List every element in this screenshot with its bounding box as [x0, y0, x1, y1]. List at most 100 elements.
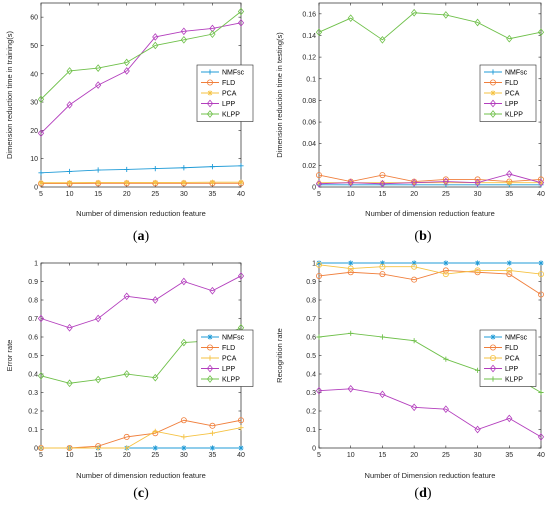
chart-panel-3: 5 10 15 20 25 30 35 40 0 0.1 0.2 0.3 0.4 0.5 0.6 0.7 0.8… — [5, 261, 254, 501]
x-tick-label: 20 — [410, 191, 418, 198]
data-point — [442, 267, 449, 274]
data-point — [38, 170, 44, 176]
data-point — [181, 434, 187, 440]
data-point — [537, 178, 545, 187]
data-point — [66, 67, 73, 75]
legend-marker — [489, 110, 497, 118]
legend-label: LPP — [222, 101, 236, 108]
data-point — [506, 180, 512, 186]
data-point — [315, 179, 323, 188]
data-point — [538, 180, 544, 186]
data-point — [181, 179, 187, 186]
series-fld — [315, 267, 545, 298]
legend-marker — [206, 375, 214, 383]
data-point — [95, 375, 102, 384]
data-point — [379, 180, 386, 186]
data-point — [152, 373, 159, 382]
data-point — [37, 129, 45, 138]
data-point — [95, 314, 102, 323]
data-point — [152, 179, 158, 186]
data-point — [379, 172, 386, 179]
series-line — [318, 388, 542, 438]
data-point — [474, 425, 481, 434]
data-point — [442, 271, 449, 278]
x-tick-label: 35 — [209, 452, 217, 459]
data-point — [180, 417, 187, 424]
data-point — [152, 33, 159, 41]
data-point — [379, 390, 386, 399]
legend-label: LPP — [222, 366, 236, 373]
data-point — [506, 260, 512, 266]
data-point — [474, 260, 481, 266]
legend: NMFsc FLD PCA LPP KLPP — [479, 329, 537, 387]
series-line — [40, 165, 242, 174]
legend-label: NMFsc — [505, 335, 528, 342]
y-tick-label: 0 — [34, 185, 38, 192]
data-point — [95, 64, 102, 72]
x-tick-label: 10 — [347, 452, 355, 459]
x-tick-label: 10 — [347, 191, 355, 198]
chart-panel-4: 5 10 15 20 25 30 35 40 0 0.1 0.2 0.3 0.4 0.5 0.6 0.7 0.8… — [275, 260, 545, 501]
chart-panel-1: 5 10 15 20 25 30 35 40 0 10 20 30 40 50 60 Number of di… — [5, 2, 254, 244]
series-nmfsc — [38, 163, 244, 176]
series-line — [318, 269, 542, 295]
legend-marker — [206, 99, 214, 108]
y-tick-label: 0.2 — [306, 409, 316, 416]
y-tick-label: 0.12 — [302, 55, 316, 62]
y-tick-label: 0.08 — [302, 98, 316, 105]
legend-label: KLPP — [222, 377, 240, 384]
data-point — [152, 41, 159, 50]
y-tick-label: 1 — [312, 261, 316, 268]
x-tick-label: 15 — [379, 191, 387, 198]
data-point — [123, 58, 130, 67]
data-point — [238, 179, 244, 185]
data-point — [95, 179, 101, 186]
legend-marker — [207, 334, 213, 340]
legend-marker — [206, 110, 214, 118]
y-tick-label: 10 — [30, 156, 38, 163]
y-tick-label: 0.9 — [306, 279, 316, 286]
y-tick-label: 0.14 — [302, 33, 316, 40]
chart-panel-2: 5 10 15 20 25 30 35 40 0 0.02 0.04 0.06 0.08 0.1 0.12 0… — [275, 2, 545, 244]
x-tick-label: 25 — [442, 191, 450, 198]
legend-label: LPP — [505, 366, 519, 373]
data-point — [379, 35, 386, 44]
data-point — [347, 178, 354, 187]
data-point — [443, 180, 449, 186]
data-point — [348, 260, 354, 266]
panel-label: (d) — [414, 486, 431, 501]
series-klpp — [37, 7, 245, 104]
data-point — [379, 179, 386, 188]
data-point — [123, 67, 130, 75]
data-point — [124, 445, 130, 451]
data-point — [506, 170, 513, 178]
y-tick-label: 0.02 — [302, 163, 316, 170]
data-point — [37, 372, 45, 380]
data-point — [180, 277, 187, 286]
panel-label: (c) — [133, 486, 149, 501]
legend-marker — [206, 79, 213, 86]
x-tick-label: 5 — [317, 452, 321, 459]
data-point — [209, 30, 216, 38]
data-point — [180, 338, 187, 347]
y-tick-label: 60 — [30, 15, 38, 22]
legend-marker — [206, 364, 214, 373]
data-point — [95, 81, 102, 89]
x-tick-label: 35 — [505, 191, 513, 198]
x-tick-label: 30 — [474, 191, 482, 198]
data-point — [237, 272, 245, 280]
data-point — [237, 18, 245, 27]
x-tick-label: 40 — [237, 191, 245, 198]
x-tick-label: 35 — [505, 452, 513, 459]
data-point — [538, 260, 544, 266]
y-tick-label: 0.3 — [28, 390, 38, 397]
data-point — [506, 267, 513, 274]
x-tick-label: 25 — [442, 452, 450, 459]
series-line — [318, 174, 542, 183]
x-tick-label: 20 — [123, 191, 131, 198]
x-tick-label: 15 — [379, 452, 387, 459]
data-point — [152, 428, 158, 434]
x-tick-label: 20 — [123, 452, 131, 459]
data-point — [537, 433, 545, 441]
data-point — [316, 180, 322, 186]
